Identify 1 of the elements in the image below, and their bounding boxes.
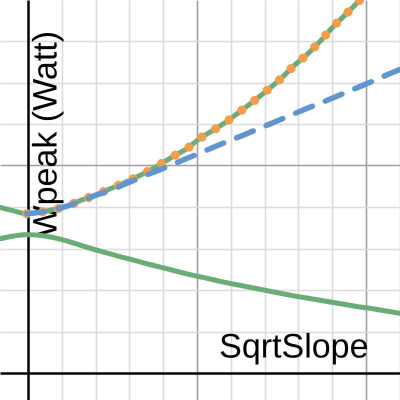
x-axis-title: SqrtSlope	[219, 328, 368, 366]
